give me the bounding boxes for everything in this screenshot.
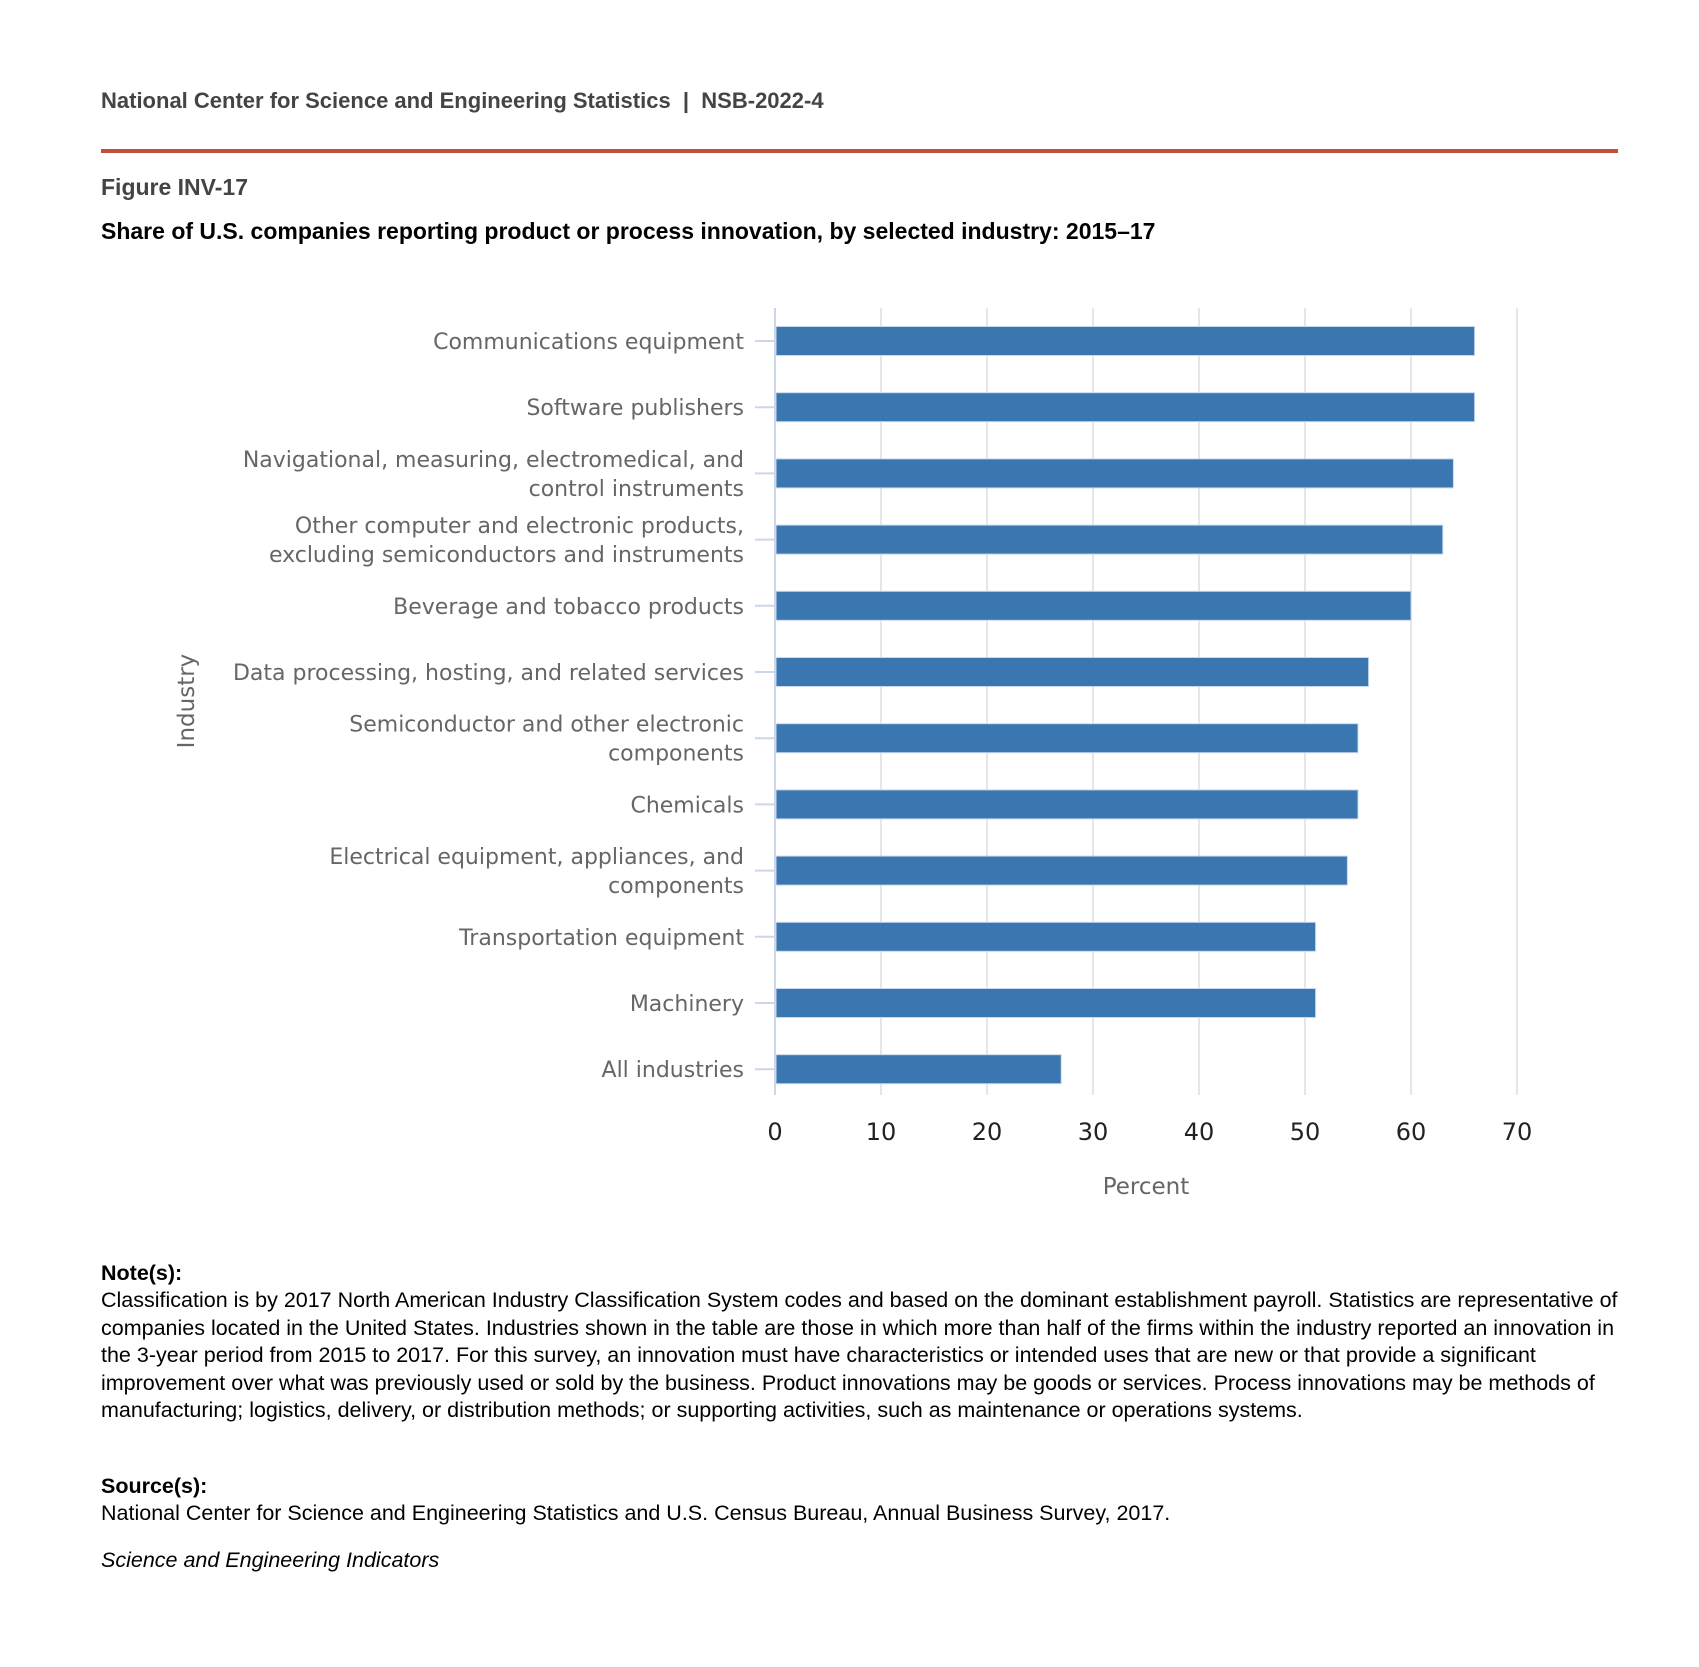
x-tick-label: 60 <box>1396 1118 1427 1146</box>
category-label: Navigational, measuring, electromedical,… <box>243 448 744 502</box>
notes-text: Classification is by 2017 North American… <box>101 1288 1618 1423</box>
header-divider <box>101 149 1618 153</box>
category-label: Semiconductor and other electronic compon… <box>349 713 744 767</box>
category-label: Software publishers <box>526 396 744 421</box>
x-tick-label: 40 <box>1184 1118 1215 1146</box>
footer-credit: Science and Engineering Indicators <box>101 1548 440 1572</box>
bar-1 <box>775 326 1476 356</box>
bar-3 <box>775 458 1454 489</box>
category-label: Beverage and tobacco products <box>393 595 744 620</box>
bar-chart: 0 10 20 30 40 50 60 70 Communications equipment S… <box>174 308 1533 1200</box>
bar-8 <box>775 789 1359 820</box>
bar-7 <box>775 723 1359 754</box>
source: Source(s): National Center for Science a… <box>101 1473 1621 1528</box>
source-label: Source(s): <box>101 1474 208 1498</box>
x-tick-label: 0 <box>767 1118 782 1146</box>
x-tick-label: 50 <box>1290 1118 1321 1146</box>
y-axis-title: Industry <box>174 654 200 749</box>
x-tick-label: 10 <box>866 1118 897 1146</box>
category-label: Data processing, hosting, and related se… <box>233 661 744 686</box>
notes: Note(s): Classification is by 2017 North… <box>101 1260 1621 1424</box>
x-axis-title: Percent <box>1103 1174 1190 1200</box>
x-tick-label: 30 <box>1078 1118 1109 1146</box>
category-label: Electrical equipment, appliances, and com… <box>329 845 744 899</box>
category-label: All industries <box>602 1058 744 1083</box>
notes-label: Note(s): <box>101 1261 183 1285</box>
report-header: National Center for Science and Engineer… <box>101 88 824 113</box>
bar-11 <box>775 988 1317 1018</box>
category-label: Other computer and electronic products, e… <box>269 514 744 568</box>
bar-5 <box>775 590 1412 621</box>
category-label: Transportation equipment <box>458 926 744 951</box>
bar-10 <box>775 921 1317 952</box>
figure-title: Share of U.S. companies reporting produc… <box>101 218 1156 244</box>
bar-4 <box>775 524 1444 555</box>
bar-2 <box>775 392 1476 423</box>
x-tick-label: 70 <box>1502 1118 1533 1146</box>
bar-9 <box>775 855 1348 886</box>
category-label: Chemicals <box>630 793 744 818</box>
bar-12 <box>775 1054 1062 1085</box>
category-label: Communications equipment <box>433 330 744 355</box>
category-label: Machinery <box>630 992 744 1017</box>
figure-label: Figure INV-17 <box>101 174 248 200</box>
x-tick-label: 20 <box>972 1118 1003 1146</box>
bar-6 <box>775 657 1370 687</box>
source-text: National Center for Science and Engineer… <box>101 1501 1171 1526</box>
